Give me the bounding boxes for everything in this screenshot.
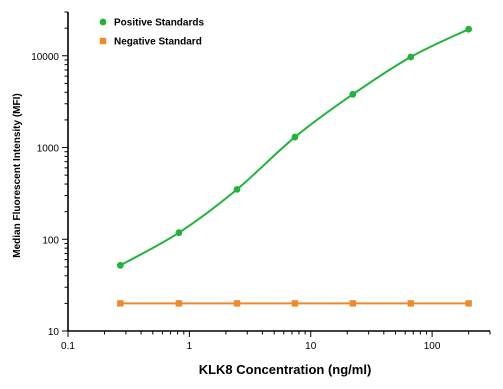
- y-tick-label: 10: [48, 327, 60, 338]
- y-axis-ticks: 10 100 1000 10000: [31, 11, 68, 338]
- y-tick-label: 100: [42, 235, 59, 246]
- negative-standard-point: [349, 300, 356, 307]
- negative-standard-legend-label: Negative Standard: [114, 37, 202, 48]
- axes: [67, 12, 490, 332]
- negative-standard-point: [233, 300, 241, 307]
- negative-standard-point: [465, 300, 472, 307]
- positive-standards-point: [349, 90, 357, 98]
- x-axis-title: KLK8 Concentration (ng/ml): [199, 362, 372, 377]
- x-axis-ticks: 0.1 1 10 100: [61, 331, 491, 352]
- positive-standards-point: [407, 53, 415, 61]
- x-tick-label: 100: [424, 341, 441, 352]
- legend: Positive Standards Negative Standard: [99, 18, 204, 48]
- y-tick-label: 1000: [37, 144, 60, 155]
- negative-standard-point: [291, 300, 299, 307]
- negative-standard-point: [407, 300, 414, 307]
- positive-standards-point: [233, 185, 241, 193]
- negative-standard-legend-marker: [99, 37, 107, 45]
- positive-standards-legend-label: Positive Standards: [114, 18, 204, 29]
- series-layer: [116, 25, 473, 307]
- positive-standards-point: [175, 229, 183, 237]
- negative-standard-point: [175, 300, 183, 307]
- x-tick-label: 0.1: [61, 341, 75, 352]
- negative-standard-point: [117, 300, 124, 307]
- y-axis-title: Median Fluorescent Intensity (MFI): [12, 93, 23, 257]
- positive-standards-point: [291, 133, 299, 141]
- positive-standards-point: [116, 261, 124, 269]
- y-tick-label: 10000: [31, 52, 59, 63]
- positive-standards-line: [119, 28, 470, 267]
- x-tick-label: 1: [187, 341, 193, 352]
- positive-standards-point: [465, 25, 473, 33]
- positive-standards-legend-marker: [99, 18, 107, 26]
- x-tick-label: 10: [305, 341, 317, 352]
